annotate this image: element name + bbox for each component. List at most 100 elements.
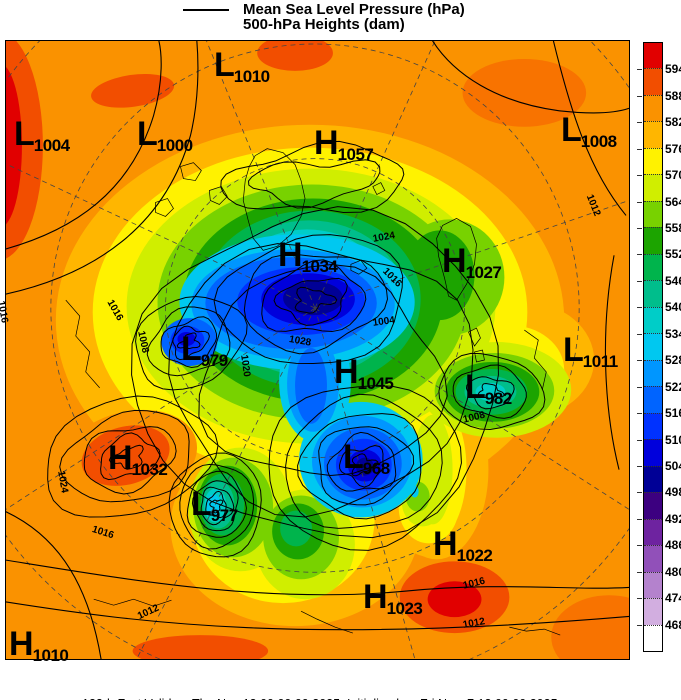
isobar-ring [220,140,405,213]
contour-line-symbol [183,8,229,11]
isobar-ring [273,277,348,326]
colorbar-segment [644,43,662,69]
legend-heights-label: 500-hPa Heights (dam) [243,16,405,33]
colorbar-tick [637,333,642,335]
colorbar-tick-label: 480 [665,564,681,579]
colorbar-segment [644,465,662,493]
isobar-ring [465,376,515,410]
colorbar-tick [637,518,642,520]
colorbar-segment [644,200,662,228]
graticule [6,41,629,659]
colorbar-tick [637,254,642,256]
colorbar-segment [644,253,662,281]
isobar-ring [83,426,177,495]
colorbar-tick-label: 582 [665,115,681,130]
colorbar-tick [637,95,642,97]
colorbar-tick-label: 540 [665,300,681,315]
colorbar-segment [644,624,662,652]
colorbar-segment [644,306,662,334]
isobar-ring [297,413,422,520]
colorbar-segment [644,174,662,201]
colorbar-segment [644,280,662,307]
isobar-ring [47,395,219,518]
colorbar-tick [637,69,642,71]
forecast-map [5,40,630,660]
colorbar-tick [637,360,642,362]
colorbar-tick [637,492,642,494]
colorbar-tick [637,122,642,124]
isobar-ring [176,332,201,350]
colorbar-tick [637,201,642,203]
valid-time-text: 132-h Fcst Valid on Thu Nov 13 00:00:00 … [82,697,558,700]
isobar-ring [160,316,218,369]
colorbar-tick-label: 534 [665,326,681,341]
colorbar-segment [644,359,662,387]
colorbar-segment [644,147,662,175]
colorbar-segment [644,386,662,413]
colorbar-tick-label: 522 [665,379,681,394]
isobar-ring [59,409,190,503]
colorbar-tick [637,280,642,282]
isobar-ring [339,444,384,488]
colorbar [643,42,663,652]
colorbar-tick-label: 504 [665,458,681,473]
colorbar-segment [644,94,662,122]
map-legend: Mean Sea Level Pressure (hPa) 500-hPa He… [183,2,465,32]
colorbar-tick [637,439,642,441]
isobar-ring [294,286,338,314]
isobar-ring [285,393,443,529]
colorbar-tick-label: 594 [665,62,681,77]
colorbar-segment [644,439,662,466]
colorbar-tick [637,413,642,415]
map-footer: 132-h Fcst Valid on Thu Nov 13 00:00:00 … [82,667,558,700]
colorbar-segment [644,412,662,440]
isobar-ring [438,352,546,430]
isobar-ring [452,364,527,419]
colorbar-tick-label: 528 [665,353,681,368]
colorbar-tick [637,545,642,547]
isobar-ring [243,253,388,355]
map-canvas [6,41,629,659]
colorbar-tick [637,386,642,388]
colorbar-tick-label: 552 [665,247,681,262]
isobar-ring [168,243,474,518]
colorbar-tick-label: 492 [665,511,681,526]
colorbar-segment [644,121,662,148]
colorbar-tick-label: 546 [665,273,681,288]
colorbar-tick-label: 486 [665,538,681,553]
colorbar-tick-label: 576 [665,141,681,156]
legend-mslp-label: Mean Sea Level Pressure (hPa) [243,1,465,18]
isobar-ring [135,295,248,391]
isobar-ring [186,470,247,538]
colorbar-segment [644,227,662,254]
isobar-open-curves [6,41,629,659]
colorbar-tick [637,571,642,573]
colorbar-tick-label: 474 [665,591,681,606]
isobar-ring [146,306,231,377]
colorbar-segment [644,545,662,572]
colorbar-tick [637,307,642,309]
isobar-ring [100,432,161,481]
colorbar-segment [644,333,662,360]
colorbar-segment [644,571,662,599]
colorbar-tick-label: 564 [665,194,681,209]
isobar-ring [351,453,379,477]
colorbar-segment [644,68,662,95]
colorbar-tick-label: 588 [665,88,681,103]
isobar-ring [213,234,404,364]
isobar-ring [172,325,210,361]
colorbar-tick [637,148,642,150]
isobar-ring [191,480,239,532]
colorbar-tick-label: 558 [665,221,681,236]
colorbar-tick [637,175,642,177]
isobar-ring [326,431,397,492]
colorbar-tick [637,598,642,600]
isobar-ring [318,426,415,506]
coastlines [65,148,561,636]
colorbar-tick [637,228,642,230]
isobar-ring [198,263,448,476]
isobar-ring [205,490,227,519]
colorbar-tick [637,465,642,467]
colorbar-tick-label: 510 [665,432,681,447]
